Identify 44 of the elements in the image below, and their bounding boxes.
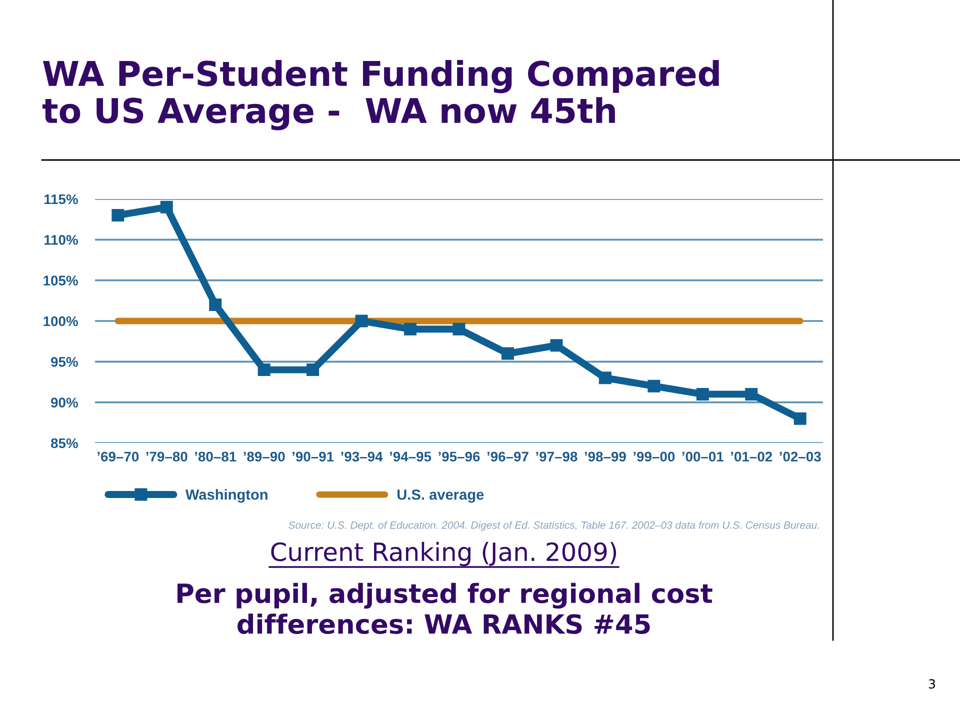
point (745, 388, 758, 400)
legend-label: U.S. average (398, 489, 484, 503)
x-tick-label: ’97–98 (536, 452, 578, 462)
point (452, 322, 466, 336)
y-tick-label: 115% (44, 194, 78, 204)
x-tick-label: ’94–95 (390, 452, 432, 462)
point (112, 209, 124, 222)
point (794, 412, 806, 425)
x-tick-label: ’69–70 (98, 452, 139, 462)
point (598, 372, 612, 384)
legend-label: Washington (185, 489, 268, 503)
point (696, 388, 709, 400)
point (648, 380, 660, 392)
x-tick-label: ’00–01 (682, 452, 724, 462)
x-tick-label: ’01–02 (731, 452, 772, 462)
point (501, 347, 514, 360)
y-tick-label: 110% (44, 235, 78, 245)
point (550, 339, 563, 352)
x-tick-label: ’90–91 (292, 452, 334, 462)
x-tick-label: ’80–81 (195, 452, 236, 462)
x-tick-label: ’93–94 (341, 452, 383, 462)
y-tick-label: 85% (50, 438, 78, 448)
x-tick-label: ’99–00 (634, 452, 675, 462)
x-tick-label: ’89–90 (244, 452, 285, 462)
y-tick-label: 100% (44, 316, 78, 326)
point (306, 364, 320, 376)
x-tick-label: ’96–97 (487, 452, 528, 462)
point (160, 200, 173, 214)
point (258, 364, 270, 376)
chart-title: WA Per-Student Funding Compared to US Average - WA now 45th (42, 60, 719, 130)
x-tick-label: ’02–03 (780, 452, 821, 462)
source-note: Source: U.S. Dept. of Education. 2004. Digest of Ed. Statistics, Table 167. 2002–03 data from U.S. Census Bureau. (288, 521, 819, 531)
point (209, 298, 222, 311)
text: Current Ranking (Jan. 2009) (271, 542, 616, 566)
x-tick-label: ’95–96 (438, 452, 480, 462)
x-tick-label: ’79–80 (146, 452, 188, 462)
text: 3 (928, 679, 935, 689)
y-tick-label: 95% (51, 357, 78, 367)
y-tick-label: 105% (44, 276, 78, 286)
point (355, 314, 368, 328)
text: Per pupil, adjusted for regional cost differences: WA RANKS #45 (178, 582, 712, 634)
x-tick-label: ’98–99 (584, 452, 626, 462)
point (404, 322, 417, 336)
y-tick-label: 90% (51, 398, 78, 408)
